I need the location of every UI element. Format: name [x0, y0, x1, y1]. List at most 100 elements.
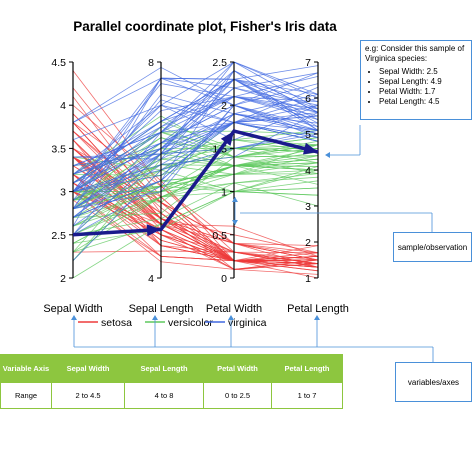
sample-values-list: Sepal Width: 2.5 Sepal Length: 4.9 Petal…	[365, 67, 467, 107]
connector-arrowhead	[232, 220, 238, 225]
highlight-line	[72, 129, 319, 237]
callout-connectors	[71, 125, 434, 362]
highlight-arrowhead	[220, 131, 234, 146]
table-header-cell: Variable Axis	[0, 354, 52, 383]
table-header-cell: Petal Length	[271, 354, 343, 383]
table-cell: 1 to 7	[271, 382, 343, 409]
series-line-versicolor	[72, 144, 319, 210]
series-line-virginica	[72, 61, 319, 167]
series-line-virginica	[72, 112, 319, 227]
tick-label: 3	[305, 201, 311, 213]
series-line-setosa	[72, 122, 319, 262]
sample-callout: e.g: Consider this sample of Virginica s…	[360, 40, 472, 120]
series-line-versicolor	[72, 158, 319, 201]
series-line-virginica	[72, 72, 319, 210]
series-line-virginica	[72, 104, 319, 210]
table-header-cell: Sepal Length	[124, 354, 204, 383]
series-line-virginica	[72, 122, 319, 192]
connector-arrowhead	[314, 315, 320, 320]
series-line-versicolor	[72, 182, 319, 236]
series-line-versicolor	[72, 180, 319, 244]
axis-range-table: Variable Axis Sepal Width Sepal Length P…	[0, 354, 343, 409]
series-line-virginica	[72, 77, 319, 192]
series-line-virginica	[72, 72, 319, 123]
connector-arrowhead	[71, 315, 77, 320]
series-line-virginica	[72, 113, 319, 218]
tick-label: 0.5	[212, 230, 227, 242]
tick-label: 2	[305, 237, 311, 249]
series-line-virginica	[72, 113, 319, 236]
series-line-setosa	[72, 139, 319, 270]
series-line-virginica	[72, 78, 319, 160]
tick-label: 5	[305, 129, 311, 141]
tick-label: 2	[60, 273, 66, 285]
series-line-setosa	[72, 156, 319, 257]
tick-label: 6	[305, 93, 311, 105]
series-line-setosa	[72, 156, 319, 264]
series-line-versicolor	[72, 173, 319, 236]
highlighted-sample	[72, 129, 319, 237]
observation-callout-label: sample/observation	[397, 242, 468, 252]
highlight-arrowhead	[146, 224, 161, 237]
connector-arrowhead	[228, 315, 234, 320]
table-header-cell: Sepal Width	[51, 354, 125, 383]
series-line-virginica	[72, 130, 319, 210]
highlight-arrowhead	[302, 142, 318, 155]
table-cell: 2 to 4.5	[51, 382, 125, 409]
sample-value: Sepal Length: 4.9	[379, 77, 467, 87]
series-line-virginica	[72, 66, 319, 123]
series-line-versicolor	[72, 191, 319, 253]
series-line-virginica	[72, 78, 319, 192]
series-line-virginica	[72, 97, 319, 175]
tick-label: 4	[305, 165, 311, 177]
axis-label: Sepal Width	[43, 303, 102, 315]
axis-label: Sepal Length	[129, 303, 194, 315]
series-line-virginica	[72, 61, 319, 141]
series-line-setosa	[72, 148, 319, 264]
series-line-virginica	[72, 104, 319, 192]
series-line-virginica	[72, 78, 319, 184]
axes: 2 2.5 3 3.5 4 4.5 Sepal Width 4 8 Sepal Length 0 0.…	[43, 57, 349, 315]
legend-label: virginica	[228, 317, 267, 329]
series-line-setosa	[72, 148, 319, 264]
tick-label: 0	[221, 273, 227, 285]
axes-callout-label: variables/axes	[407, 377, 460, 387]
axes-callout: variables/axes	[395, 362, 472, 402]
tick-label: 2	[221, 100, 227, 112]
sample-callout-intro: e.g: Consider this sample of Virginica s…	[365, 44, 465, 63]
series-line-virginica	[72, 93, 319, 210]
connector-arrowhead	[152, 315, 158, 320]
table-cell: 0 to 2.5	[203, 382, 272, 409]
tick-label: 4	[60, 100, 66, 112]
series-line-virginica	[72, 115, 319, 184]
tick-label: 8	[148, 57, 154, 69]
table-header-row: Variable Axis Sepal Width Sepal Length P…	[0, 354, 343, 383]
series-line-versicolor	[72, 165, 319, 210]
tick-label: 2.5	[51, 230, 66, 242]
series-line-setosa	[72, 96, 319, 270]
tick-label: 4	[148, 273, 154, 285]
series-line-setosa	[72, 156, 319, 264]
series-line-versicolor	[72, 147, 319, 203]
tick-label: 3.5	[51, 143, 66, 155]
sample-value: Sepal Width: 2.5	[379, 67, 467, 77]
series-line-virginica	[72, 122, 319, 192]
series-line-versicolor	[72, 155, 319, 227]
tick-label: 4.5	[51, 57, 66, 69]
series-line-versicolor	[72, 185, 319, 227]
connector-arrowhead	[232, 197, 238, 202]
table-cell: 4 to 8	[124, 382, 204, 409]
data-lines	[72, 61, 319, 279]
axis-label: Petal Width	[206, 303, 262, 315]
series-line-setosa	[72, 250, 319, 268]
series-line-setosa	[72, 165, 319, 254]
table-row: Range 2 to 4.5 4 to 8 0 to 2.5 1 to 7	[0, 382, 343, 409]
series-line-virginica	[72, 113, 319, 218]
table-header-cell: Petal Width	[203, 354, 272, 383]
sample-value: Petal Length: 4.5	[379, 97, 467, 107]
series-line-virginica	[72, 122, 319, 192]
tick-label: 1	[221, 187, 227, 199]
series-line-versicolor	[72, 139, 319, 171]
observation-callout: sample/observation	[393, 232, 472, 262]
